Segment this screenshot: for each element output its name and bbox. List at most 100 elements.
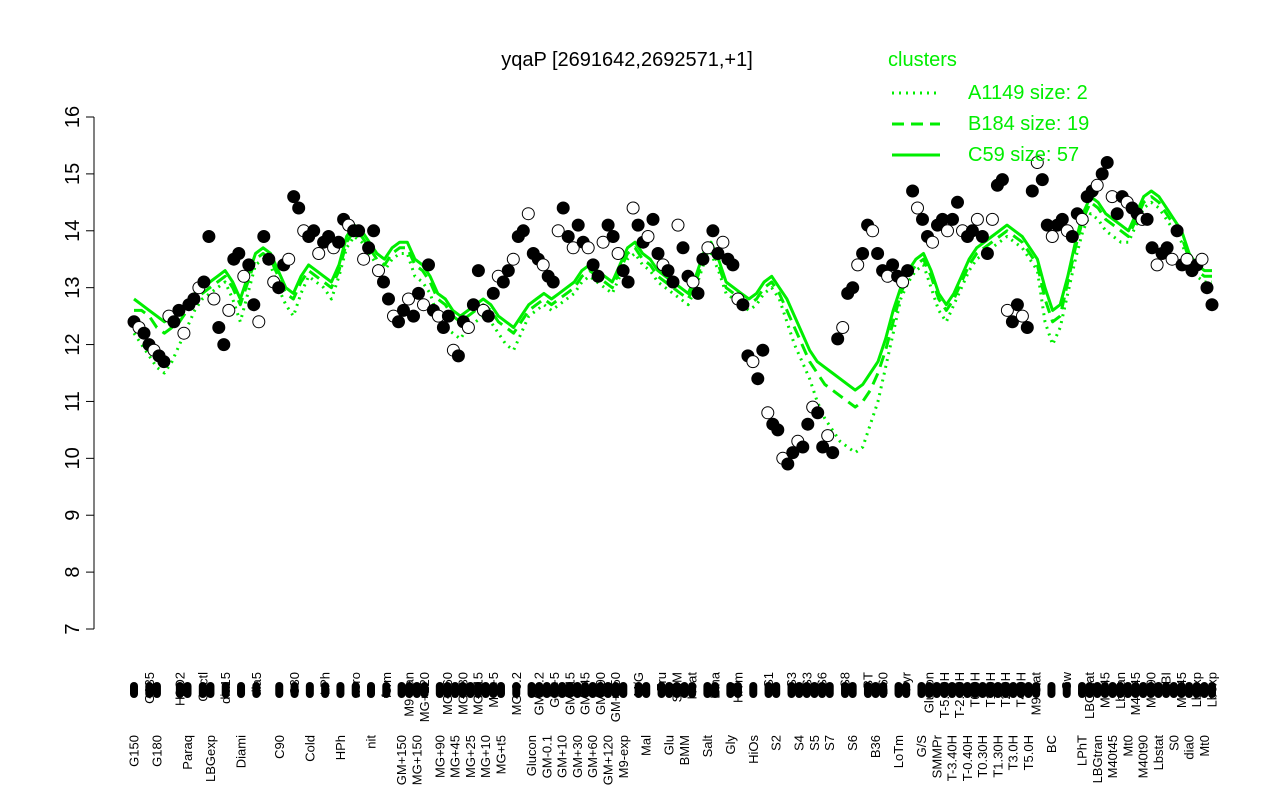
data-point xyxy=(761,406,775,420)
x-tick-label: MG-0.2 xyxy=(509,672,524,715)
x-tick-label: LoTm xyxy=(891,735,906,768)
x-tick-label: MG+60 xyxy=(440,672,455,715)
x-tick-label: Lbexp xyxy=(1189,672,1204,707)
data-point xyxy=(516,224,530,238)
data-point xyxy=(846,281,860,295)
x-tick-label: T-2.40H xyxy=(952,672,967,718)
data-point xyxy=(801,417,815,431)
x-tick-label: S3 xyxy=(784,672,799,688)
x-tick-label: S8 xyxy=(838,672,853,688)
x-tick-label: Gly xyxy=(723,735,738,755)
data-point xyxy=(252,315,266,329)
data-point xyxy=(701,241,715,255)
data-point xyxy=(212,321,226,334)
x-tick-label: dia0 xyxy=(1182,735,1197,760)
data-point xyxy=(382,292,395,306)
data-point xyxy=(292,201,306,215)
data-point xyxy=(916,212,929,226)
chart-title: yqaP [2691642,2692571,+1] xyxy=(501,49,753,71)
data-point xyxy=(641,230,655,243)
x-tick-label: M0t90 xyxy=(1143,672,1158,708)
x-tick-label: T-3.40H xyxy=(945,735,960,781)
x-tick-label: M9-exp xyxy=(616,735,631,778)
data-point xyxy=(312,247,326,260)
x-tick-label: M40t90 xyxy=(1136,735,1151,778)
x-tick-label: G150 xyxy=(127,735,142,767)
x-tick-label: MG+30 xyxy=(455,672,470,715)
y-tick-label: 10 xyxy=(62,447,84,469)
data-point xyxy=(851,258,865,272)
data-point xyxy=(941,224,954,238)
data-point xyxy=(831,332,845,346)
data-point xyxy=(521,207,535,221)
x-tick-label: C30 xyxy=(287,672,302,696)
x-tick-label: T-5.40H xyxy=(937,672,952,718)
data-point xyxy=(686,275,700,289)
legend-label: A1149 size: 2 xyxy=(968,82,1088,104)
x-tick-label: GM+150 xyxy=(608,672,623,722)
x-tick-label: Paraq xyxy=(180,735,195,770)
data-point xyxy=(262,252,276,266)
data-point xyxy=(786,446,800,460)
data-point xyxy=(422,258,435,272)
x-tick-label: S4 xyxy=(792,735,807,751)
x-tick-label: HPh xyxy=(333,735,348,760)
x-tick-label: Lbtran xyxy=(1113,672,1128,709)
data-point xyxy=(1140,212,1154,226)
data-point xyxy=(1095,167,1109,181)
x-tick-label: BT xyxy=(860,672,875,689)
x-tick-label: LPhT xyxy=(1075,735,1090,766)
x-tick-label: M0t45 xyxy=(1174,672,1189,708)
x-tick-label: BC xyxy=(1044,735,1059,753)
data-point xyxy=(1045,230,1059,243)
data-point xyxy=(906,184,920,198)
data-point xyxy=(586,258,600,272)
data-point xyxy=(242,258,256,272)
x-tick-label: Lbexp xyxy=(1205,672,1220,707)
data-point xyxy=(706,224,720,238)
data-point xyxy=(481,309,495,323)
x-tick-label: Pyr xyxy=(899,671,914,691)
data-point xyxy=(556,201,570,215)
data-point xyxy=(486,286,500,300)
data-point xyxy=(651,247,665,260)
data-point xyxy=(137,326,151,340)
x-tick-label: S3 xyxy=(799,672,814,688)
data-point xyxy=(172,303,186,317)
y-tick-label: 8 xyxy=(62,567,84,578)
data-point xyxy=(461,321,475,334)
x-tick-label: M40t45 xyxy=(1105,735,1120,778)
x-tick-label: GM+10 xyxy=(555,735,570,778)
data-point xyxy=(1160,241,1174,255)
data-point xyxy=(282,252,296,266)
data-point xyxy=(1090,178,1104,192)
data-point xyxy=(402,292,415,306)
data-point xyxy=(352,224,366,238)
x-tick-label: S7 xyxy=(822,735,837,751)
x-axis: G150G135G180H2O2ParaqOxctlLBGexpdia15Dia… xyxy=(127,671,1220,785)
x-tick-label: LPh xyxy=(318,672,333,695)
data-point xyxy=(980,247,994,260)
data-point xyxy=(771,423,785,437)
data-point xyxy=(496,275,510,289)
x-tick-label: T0.0H xyxy=(967,672,982,707)
x-tick-label: Lbstat xyxy=(1151,735,1166,771)
data-point xyxy=(970,212,984,226)
data-point xyxy=(1170,224,1184,238)
x-tick-label: aero xyxy=(348,672,363,698)
data-point xyxy=(606,230,620,243)
data-point xyxy=(816,440,830,454)
data-point xyxy=(746,355,760,369)
y-tick-label: 14 xyxy=(62,220,84,242)
y-tick-label: 16 xyxy=(62,106,84,128)
data-point xyxy=(716,235,730,249)
data-point xyxy=(616,264,630,278)
data-point xyxy=(596,235,610,249)
data-point xyxy=(911,201,924,215)
data-point xyxy=(671,218,685,232)
data-point xyxy=(756,343,770,357)
data-point xyxy=(995,173,1009,187)
data-point xyxy=(1010,298,1024,312)
data-point xyxy=(611,247,625,260)
y-tick-label: 9 xyxy=(62,510,84,521)
